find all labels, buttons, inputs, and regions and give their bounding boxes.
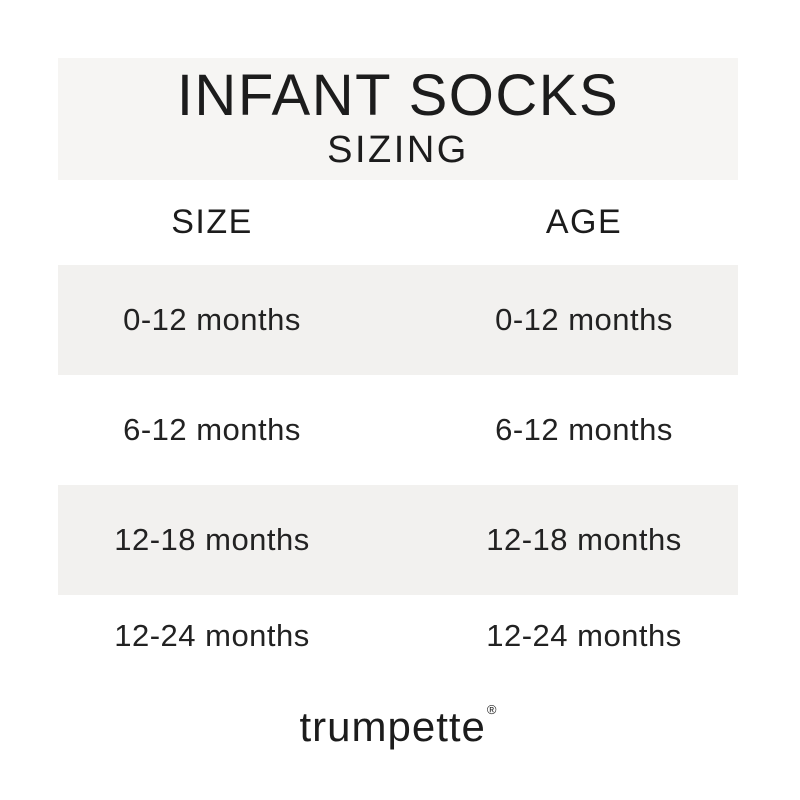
table-row: 0-12 months 0-12 months: [58, 265, 738, 375]
age-cell: 6-12 months: [495, 412, 673, 447]
size-cell: 0-12 months: [123, 302, 301, 337]
age-cell: 12-24 months: [486, 618, 682, 653]
chart-subtitle: SIZING: [327, 128, 469, 171]
table-header-row: SIZE AGE: [58, 180, 738, 265]
table-row: 6-12 months 6-12 months: [58, 375, 738, 485]
registered-trademark-icon: ®: [486, 702, 498, 717]
table-row: 12-24 months 12-24 months: [58, 595, 738, 677]
title-box: INFANT SOCKS SIZING: [58, 58, 738, 180]
age-cell: 12-18 months: [486, 522, 682, 557]
table-row: 12-18 months 12-18 months: [58, 485, 738, 595]
chart-title: INFANT SOCKS: [176, 63, 620, 129]
column-header-age: AGE: [545, 203, 623, 241]
sizing-chart-content: INFANT SOCKS SIZING SIZE AGE 0-12 months…: [58, 58, 738, 763]
size-cell: 6-12 months: [123, 412, 301, 447]
brand-logo-text: trumpette: [299, 703, 486, 750]
column-header-size: SIZE: [171, 203, 253, 241]
brand-logo: trumpette®: [299, 702, 498, 751]
size-cell: 12-24 months: [114, 618, 310, 653]
size-cell: 12-18 months: [114, 522, 310, 557]
age-cell: 0-12 months: [495, 302, 673, 337]
brand-footer: trumpette®: [58, 691, 738, 763]
